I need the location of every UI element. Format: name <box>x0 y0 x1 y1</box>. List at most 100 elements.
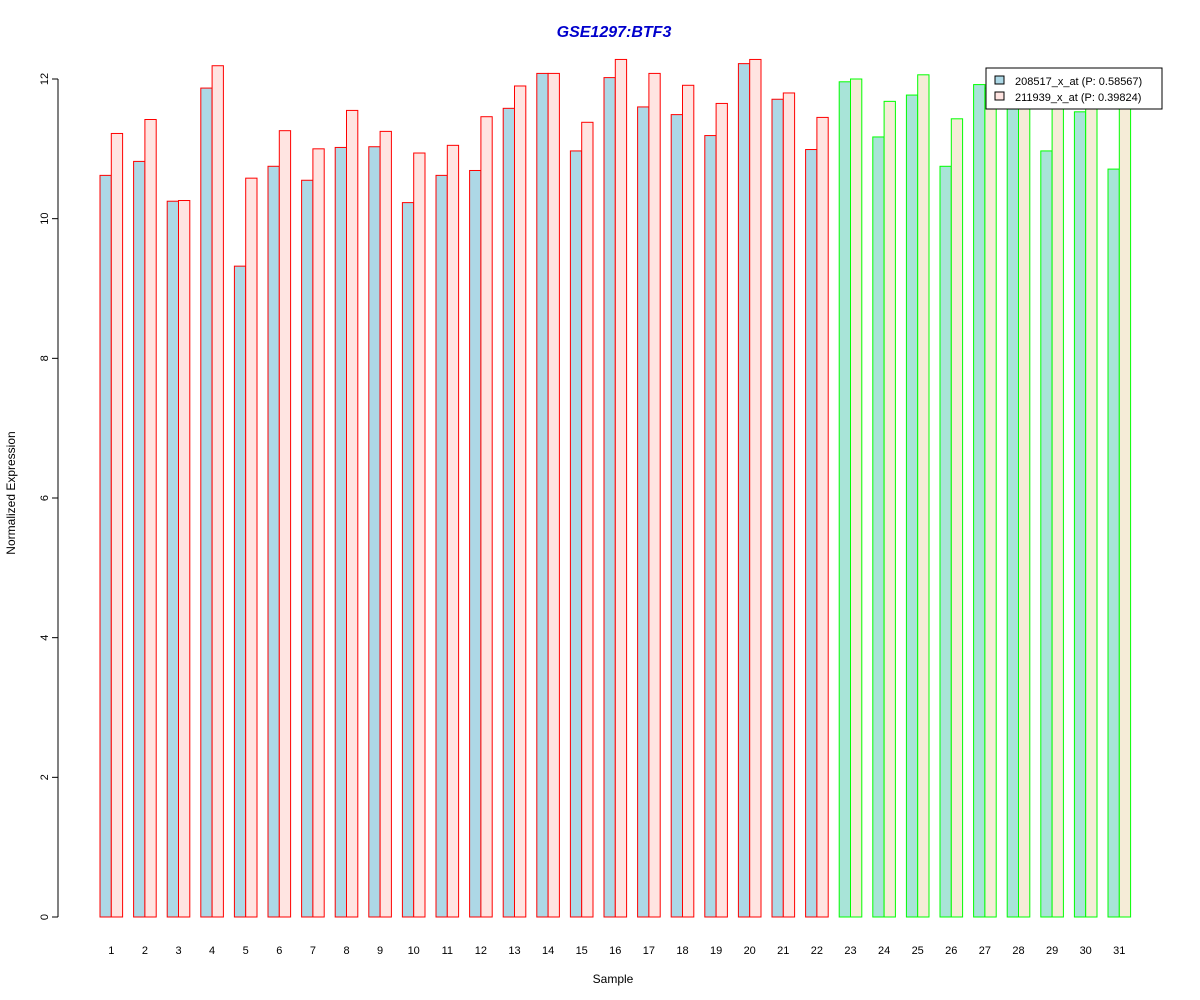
bar-sample-23-series-2 <box>850 78 863 918</box>
bar-sample-17-series-1 <box>637 106 650 918</box>
bar-sample-14-series-1 <box>536 72 549 918</box>
bar-sample-12-series-2 <box>480 116 493 918</box>
bar-sample-26-series-2 <box>950 118 964 918</box>
x-axis: 1 2 3 4 5 6 7 8 9 10 11 12 13 14 15 16 17 18 19 20 21 22 23 24 2… <box>108 945 1125 957</box>
y-tick-label: 10 <box>39 213 51 225</box>
bar-sample-4-series-2 <box>211 65 224 918</box>
bar-sample-13-series-2 <box>514 85 527 918</box>
bar-sample-24-series-1 <box>872 136 885 918</box>
bar-sample-16-series-1 <box>603 77 616 918</box>
y-tick-label: 2 <box>39 774 51 780</box>
x-tick-label: 24 <box>878 945 890 957</box>
x-tick-label: 28 <box>1012 945 1024 957</box>
x-tick-label: 6 <box>276 945 282 957</box>
bar-sample-12-series-1 <box>469 169 482 918</box>
x-axis-title: Sample <box>593 972 634 986</box>
x-tick-label: 14 <box>542 945 554 957</box>
bar-sample-7-series-2 <box>312 148 325 918</box>
x-tick-label: 19 <box>710 945 722 957</box>
bar-sample-21-series-2 <box>782 92 796 918</box>
x-tick-label: 25 <box>912 945 924 957</box>
bar-sample-11-series-2 <box>446 144 460 918</box>
bar-sample-11-series-1 <box>435 174 448 918</box>
x-tick-label: 10 <box>408 945 420 957</box>
x-tick-label: 13 <box>508 945 520 957</box>
bar-sample-15-series-1 <box>569 150 583 918</box>
legend: 208517_x_at (P: 0.58567) 211939_x_at (P:… <box>985 67 1163 110</box>
legend-swatch-series-2 <box>994 91 1005 101</box>
bar-sample-22-series-1 <box>805 149 818 918</box>
bar-sample-2-series-1 <box>133 160 146 918</box>
bar-sample-5-series-2 <box>245 177 258 918</box>
y-tick-label: 12 <box>39 73 51 85</box>
bar-sample-8-series-1 <box>334 146 348 918</box>
bar-sample-22-series-2 <box>816 116 829 918</box>
y-tick-label: 6 <box>39 495 51 501</box>
bar-sample-15-series-2 <box>581 121 594 918</box>
x-tick-label: 7 <box>310 945 316 957</box>
bar-sample-25-series-1 <box>905 94 919 918</box>
bar-sample-19-series-2 <box>715 102 728 918</box>
bar-sample-29-series-1 <box>1040 150 1053 918</box>
y-tick-label: 0 <box>39 914 51 920</box>
bar-sample-6-series-1 <box>267 165 280 918</box>
bar-sample-27-series-2 <box>984 87 997 918</box>
bar-sample-18-series-2 <box>682 84 695 918</box>
bar-sample-29-series-2 <box>1051 88 1064 918</box>
plot-area <box>99 58 1132 918</box>
bar-sample-13-series-1 <box>502 107 516 918</box>
y-tick-label: 8 <box>39 355 51 361</box>
legend-label-series-2: 211939_x_at (P: 0.39824) <box>1015 92 1141 104</box>
bar-sample-31-series-1 <box>1107 168 1120 918</box>
bar-sample-5-series-1 <box>233 265 247 918</box>
bar-sample-3-series-1 <box>166 200 179 918</box>
bar-sample-20-series-1 <box>737 63 751 918</box>
bar-sample-30-series-2 <box>1085 89 1098 918</box>
x-tick-label: 16 <box>609 945 621 957</box>
legend-label-series-1: 208517_x_at (P: 0.58567) <box>1015 76 1142 88</box>
y-tick-label: 4 <box>39 635 51 641</box>
x-tick-label: 1 <box>108 945 114 957</box>
bar-sample-28-series-2 <box>1018 92 1031 918</box>
x-tick-label: 23 <box>844 945 856 957</box>
x-tick-label: 31 <box>1113 945 1125 957</box>
x-tick-label: 4 <box>209 945 215 957</box>
bar-sample-2-series-2 <box>144 119 157 918</box>
y-axis-title: Normalized Expression <box>4 431 18 554</box>
x-tick-label: 15 <box>576 945 588 957</box>
x-tick-label: 12 <box>475 945 487 957</box>
x-tick-label: 2 <box>142 945 148 957</box>
x-tick-label: 29 <box>1046 945 1058 957</box>
bar-sample-30-series-1 <box>1073 111 1087 918</box>
bar-sample-1-series-1 <box>99 174 112 918</box>
x-tick-label: 20 <box>744 945 756 957</box>
bar-sample-31-series-2 <box>1118 87 1132 918</box>
bar-sample-14-series-2 <box>547 72 560 918</box>
x-tick-label: 17 <box>643 945 655 957</box>
bar-sample-21-series-1 <box>771 98 784 918</box>
legend-box <box>985 67 1163 110</box>
bar-sample-23-series-1 <box>838 81 852 918</box>
bar-sample-18-series-1 <box>670 114 684 918</box>
bar-sample-16-series-2 <box>614 58 628 918</box>
bar-sample-9-series-2 <box>379 130 392 918</box>
x-tick-label: 9 <box>377 945 383 957</box>
x-tick-label: 11 <box>442 945 453 957</box>
x-tick-label: 22 <box>811 945 823 957</box>
bar-sample-24-series-2 <box>883 100 896 918</box>
x-tick-label: 30 <box>1080 945 1092 957</box>
bar-sample-7-series-1 <box>301 179 314 918</box>
x-tick-label: 3 <box>175 945 181 957</box>
x-tick-label: 26 <box>945 945 957 957</box>
bar-sample-6-series-2 <box>278 130 292 918</box>
bar-sample-26-series-1 <box>939 165 952 918</box>
bar-sample-17-series-2 <box>648 72 661 918</box>
bar-sample-8-series-2 <box>346 109 359 918</box>
bar-sample-20-series-2 <box>749 58 762 918</box>
y-axis: 0 2 4 6 8 10 12 <box>39 73 59 920</box>
bar-sample-4-series-1 <box>200 87 213 918</box>
bar-sample-10-series-1 <box>401 202 415 918</box>
x-tick-label: 27 <box>979 945 991 957</box>
x-tick-label: 5 <box>243 945 249 957</box>
bar-sample-1-series-2 <box>110 132 124 918</box>
